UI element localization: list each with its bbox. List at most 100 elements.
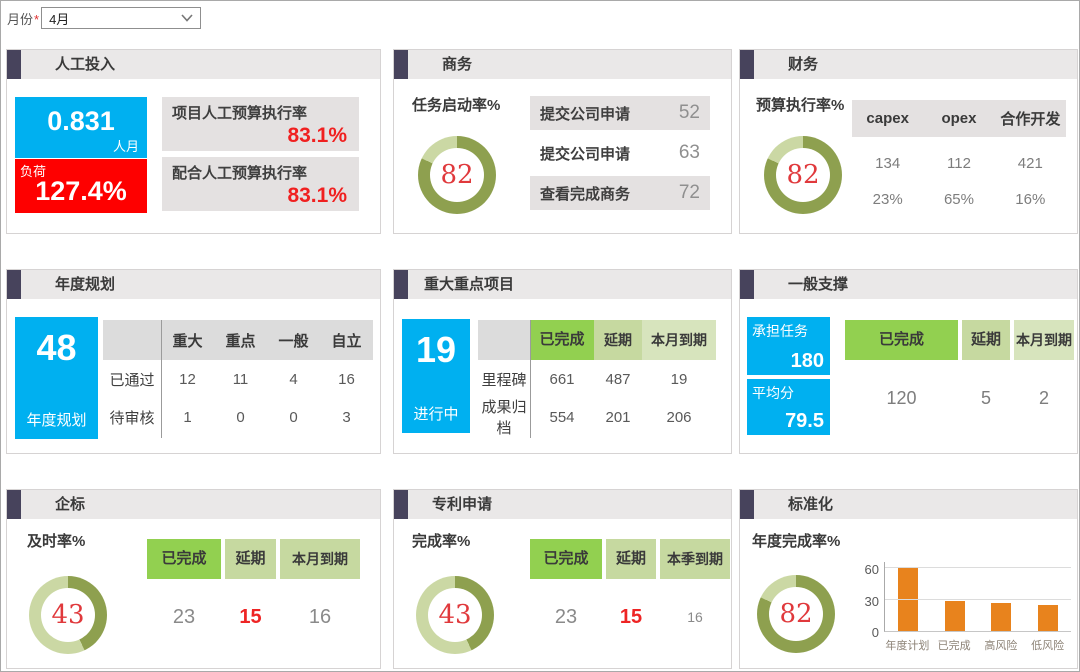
tasks-card: 承担任务 180 [747, 317, 830, 375]
table-header: 重大 重点 一般 自立 [103, 320, 373, 360]
column-header: 已完成 [845, 320, 958, 360]
panel-title: 标准化 [788, 496, 834, 513]
required-mark: * [34, 11, 40, 27]
row-label: 里程碑 [481, 371, 527, 389]
cell: 11 [232, 370, 249, 388]
list-item: 提交公司申请 63 [530, 136, 710, 170]
metric-value: 79.5 [785, 410, 824, 432]
cell: 16 [338, 370, 355, 388]
panel-header: 重大重点项目 [394, 270, 731, 299]
panel-header: 标准化 [740, 490, 1077, 519]
cell: 4 [289, 370, 298, 388]
donut-chart-annual-completion: 82 [757, 575, 835, 653]
cell: 487 [605, 370, 631, 388]
major-projects-table: 已完成 延期 本月到期 里程碑 661 487 19 成果归档 554 201 … [478, 320, 716, 438]
panel-title: 重大重点项目 [424, 276, 515, 293]
cell: 201 [605, 408, 631, 426]
header-accent-bar [740, 270, 754, 299]
row-label: 待审核 [109, 409, 155, 427]
workload-unit: 人月 [112, 139, 139, 154]
panel-title: 专利申请 [432, 496, 493, 513]
gauge-label: 年度完成率% [752, 533, 841, 550]
header-accent-bar [394, 490, 408, 519]
column-header: 合作开发 [1000, 111, 1061, 128]
column-header: 重大 [172, 332, 203, 350]
donut-chart-task-start-rate: 82 [418, 136, 496, 214]
panel-title: 一般支撑 [788, 276, 849, 293]
header-accent-bar [740, 490, 754, 519]
donut-chart-completion-rate: 43 [416, 576, 494, 654]
bar-slot [932, 562, 979, 631]
panel-header: 人工投入 [7, 50, 380, 79]
gauge-label: 任务启动率% [412, 97, 501, 114]
column-header: 重点 [225, 332, 256, 350]
row-value: 52 [678, 102, 700, 123]
bar-plot [884, 562, 1071, 632]
cell: 421 [1017, 154, 1043, 172]
panel-enterprise-standards: 企标 及时率% 43 已完成 延期 本月到期 23 15 16 [6, 489, 381, 669]
panel-header: 专利申请 [394, 490, 731, 519]
panel-standardization: 标准化 年度完成率% 82 0 30 60 年度计划 已完成 高风险 低风险 [739, 489, 1078, 669]
cell: 16 [308, 606, 332, 628]
donut-chart-budget-rate: 82 [764, 136, 842, 214]
panel-labor-input: 人工投入 0.831 人月 负荷 127.4% 项目人工预算执行率 83.1% … [6, 49, 381, 234]
workload-card: 0.831 人月 [15, 97, 147, 158]
table-row: 134 112 421 [852, 150, 1066, 176]
load-label: 负荷 [20, 164, 47, 179]
row-value: 63 [678, 142, 700, 163]
table-row: 已通过 12 11 4 16 [103, 360, 373, 398]
metric-label: 承担任务 [752, 323, 808, 339]
cell: 554 [549, 408, 575, 426]
cell: 120 [886, 388, 917, 408]
row-value: 72 [678, 182, 700, 203]
big-label: 进行中 [413, 406, 459, 423]
table-header: capex opex 合作开发 [852, 100, 1066, 137]
bar [1037, 604, 1058, 631]
cell: 65% [943, 190, 974, 208]
column-header: 本季到期 [660, 539, 730, 579]
bar-slot [1025, 562, 1072, 631]
chevron-down-icon [181, 14, 193, 22]
metric-label: 平均分 [752, 385, 794, 401]
donut-value: 82 [776, 148, 830, 202]
cell: 5 [980, 388, 991, 408]
column-header: 本月到期 [280, 539, 360, 579]
bar-slot [978, 562, 1025, 631]
bar [944, 600, 965, 631]
gauge-label: 及时率% [27, 533, 86, 550]
column-header: 一般 [278, 332, 309, 350]
cell: 23 [172, 606, 196, 628]
panel-business: 商务 任务启动率% 82 提交公司申请 52 提交公司申请 63 查看完成商务 … [393, 49, 732, 234]
header-accent-bar [740, 50, 754, 79]
cell: 1 [183, 408, 192, 426]
column-header: 已完成 [530, 320, 594, 360]
row-label: 查看完成商务 [540, 185, 631, 203]
cell: 15 [619, 606, 643, 628]
month-select[interactable]: 4月 [41, 7, 202, 29]
rate-title: 项目人工预算执行率 [172, 105, 308, 122]
donut-value: 43 [41, 588, 95, 642]
column-header: 延期 [606, 539, 656, 579]
month-filter: 月份* 4月 [7, 7, 202, 29]
bar [991, 602, 1012, 631]
load-value: 127.4% [35, 176, 127, 206]
list-item: 查看完成商务 72 [530, 176, 710, 210]
gauge-label: 完成率% [412, 533, 471, 550]
donut-value: 82 [769, 587, 823, 641]
panel-title: 年度规划 [55, 276, 116, 293]
header-accent-bar [394, 50, 408, 79]
cell: 16 [687, 609, 703, 625]
cell: 206 [666, 408, 692, 426]
cell: 3 [342, 408, 351, 426]
table-row: 里程碑 661 487 19 [478, 360, 716, 398]
bar-slot [885, 562, 932, 631]
cell: 2 [1038, 388, 1049, 408]
panel-major-projects: 重大重点项目 19 进行中 已完成 延期 本月到期 里程碑 661 487 19… [393, 269, 732, 454]
y-tick-label: 30 [864, 593, 879, 609]
x-axis-labels: 年度计划 已完成 高风险 低风险 [884, 632, 1071, 653]
panel-title: 企标 [55, 496, 86, 513]
panel-header: 企标 [7, 490, 380, 519]
average-score-card: 平均分 79.5 [747, 379, 830, 435]
bar-chart: 0 30 60 年度计划 已完成 高风险 低风险 [858, 562, 1071, 665]
